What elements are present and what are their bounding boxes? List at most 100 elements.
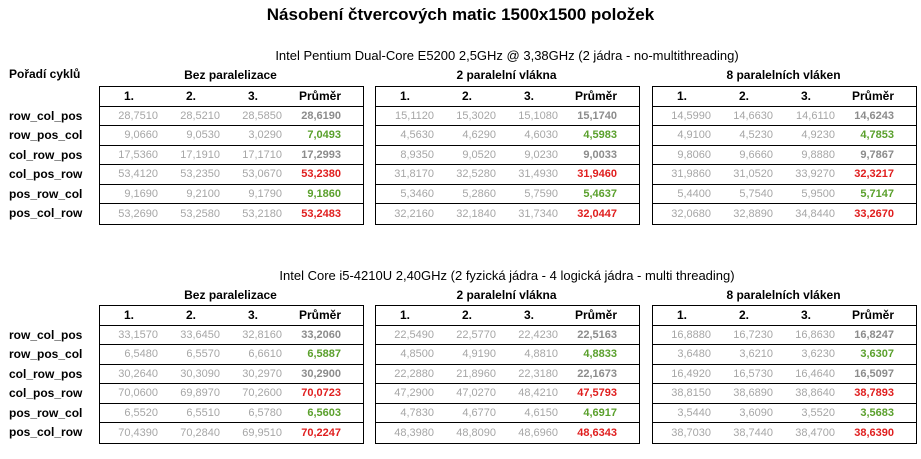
table-row: 32,2160 32,1840 31,7340 32,0447	[376, 204, 639, 224]
value-cell: 4,6030	[524, 129, 558, 142]
value-cell: 4,6290	[462, 129, 496, 142]
value-cell: 48,3980	[394, 426, 434, 439]
average-cell: 22,5163	[577, 328, 617, 341]
value-cell: 32,2160	[394, 207, 434, 220]
average-cell: 7,0493	[307, 129, 341, 142]
average-cell: 32,0447	[577, 207, 617, 220]
value-cell: 28,5850	[242, 109, 282, 122]
value-cell: 4,7830	[400, 406, 434, 419]
value-cell: 6,5780	[248, 406, 282, 419]
group-title: 2 paralelní vlákna	[456, 68, 557, 82]
value-cell: 4,5230	[739, 129, 773, 142]
average-cell: 33,2060	[301, 328, 341, 341]
value-cell: 53,2580	[180, 207, 220, 220]
group-title: 8 paralelních vláken	[726, 288, 841, 302]
value-cell: 22,5770	[456, 328, 496, 341]
value-cell: 9,0530	[186, 129, 220, 142]
value-cell: 48,6960	[518, 426, 558, 439]
table-row: 70,4390 70,2840 69,9510 70,2247	[100, 423, 363, 443]
value-cell: 4,9190	[462, 348, 496, 361]
table-header-row: 1. 2. 3. Průměr	[376, 87, 639, 107]
value-cell: 38,4700	[795, 426, 835, 439]
results-table: 1. 2. 3. Průměr 28,7510 28,5210 28,5850 28,6190…	[99, 86, 364, 225]
value-cell: 9,1790	[248, 187, 282, 200]
average-cell: 28,6190	[301, 109, 341, 122]
column-header: 3.	[247, 89, 258, 104]
average-cell: 4,8833	[583, 348, 617, 361]
table-row: 3,6480 3,6210 3,6230 3,6307	[653, 345, 916, 365]
value-cell: 69,8970	[180, 387, 220, 400]
column-header: 3.	[523, 89, 534, 104]
column-header: 2.	[461, 89, 472, 104]
row-label: row_pos_col	[9, 347, 83, 361]
average-cell: 5,4637	[583, 187, 617, 200]
table-header-row: 1. 2. 3. Průměr	[100, 306, 363, 326]
value-cell: 14,6110	[796, 109, 835, 122]
table-row: 53,2690 53,2580 53,2180 53,2483	[100, 204, 363, 224]
average-cell: 53,2483	[301, 207, 341, 220]
value-cell: 34,8440	[795, 207, 835, 220]
value-cell: 6,5510	[186, 406, 220, 419]
page-title: Násobení čtvercových matic 1500x1500 pol…	[266, 5, 655, 24]
row-label: pos_col_row	[9, 425, 83, 439]
average-cell: 9,7867	[860, 148, 894, 161]
value-cell: 9,6660	[739, 148, 773, 161]
column-header: Průměr	[851, 308, 894, 323]
value-cell: 4,8810	[524, 348, 558, 361]
value-cell: 22,4230	[518, 328, 558, 341]
column-header: 1.	[123, 89, 134, 104]
average-cell: 70,2247	[301, 426, 341, 439]
average-cell: 6,5603	[307, 406, 341, 419]
row-label: col_pos_row	[9, 167, 83, 181]
table-row: 48,3980 48,8090 48,6960 48,6343	[376, 423, 639, 443]
average-cell: 14,6243	[854, 109, 894, 122]
table-row: 16,4920 16,5730 16,4640 16,5097	[653, 365, 916, 384]
value-cell: 9,0660	[124, 129, 158, 142]
table-row: 4,7830 4,6770 4,6150 4,6917	[376, 404, 639, 423]
value-cell: 70,0600	[118, 387, 158, 400]
average-cell: 47,5793	[577, 387, 617, 400]
value-cell: 32,8160	[242, 328, 282, 341]
average-cell: 31,9460	[577, 168, 617, 181]
value-cell: 15,1080	[518, 109, 558, 122]
table-row: 33,1570 33,6450 32,8160 33,2060	[100, 326, 363, 345]
row-label: pos_row_col	[9, 186, 83, 201]
value-cell: 53,4120	[118, 168, 158, 181]
average-cell: 16,8247	[854, 328, 894, 341]
value-cell: 31,8170	[394, 168, 434, 181]
value-cell: 6,5480	[124, 348, 158, 361]
value-cell: 9,1690	[124, 187, 158, 200]
results-table: 1. 2. 3. Průměr 15,1120 15,3020 15,1080 15,1740…	[375, 86, 640, 225]
results-table: 1. 2. 3. Průměr 33,1570 33,6450 32,8160 33,2060…	[99, 305, 364, 444]
value-cell: 53,2180	[242, 207, 282, 220]
column-header: 3.	[800, 89, 811, 104]
value-cell: 33,6450	[180, 328, 220, 341]
value-cell: 9,0230	[524, 148, 558, 161]
value-cell: 22,5490	[394, 328, 434, 341]
table-row: 31,8170 32,5280 31,4930 31,9460	[376, 165, 639, 185]
value-cell: 14,6630	[733, 109, 773, 122]
value-cell: 15,1120	[395, 109, 434, 122]
value-cell: 53,2690	[118, 207, 158, 220]
average-cell: 9,1860	[307, 187, 341, 200]
table-row: 17,5360 17,1910 17,1710 17,2993	[100, 146, 363, 165]
value-cell: 8,9350	[400, 148, 434, 161]
table-row: 9,8060 9,6660 9,8880 9,7867	[653, 146, 916, 165]
column-header: 3.	[800, 308, 811, 323]
value-cell: 9,8880	[801, 148, 835, 161]
average-cell: 17,2993	[301, 148, 341, 161]
value-cell: 3,5520	[801, 406, 835, 419]
value-cell: 31,0520	[733, 168, 773, 181]
average-cell: 3,5683	[860, 406, 894, 419]
value-cell: 28,5210	[180, 109, 220, 122]
average-cell: 4,7853	[860, 129, 894, 142]
value-cell: 38,7440	[733, 426, 773, 439]
value-cell: 5,3460	[400, 187, 434, 200]
value-cell: 16,8880	[671, 328, 711, 341]
table-row: 15,1120 15,3020 15,1080 15,1740	[376, 107, 639, 126]
table-row: 4,5630 4,6290 4,6030 4,5983	[376, 126, 639, 146]
group-title: 8 paralelních vláken	[726, 68, 841, 82]
value-cell: 38,8150	[671, 387, 711, 400]
value-cell: 38,7030	[671, 426, 711, 439]
value-cell: 4,9230	[801, 129, 835, 142]
